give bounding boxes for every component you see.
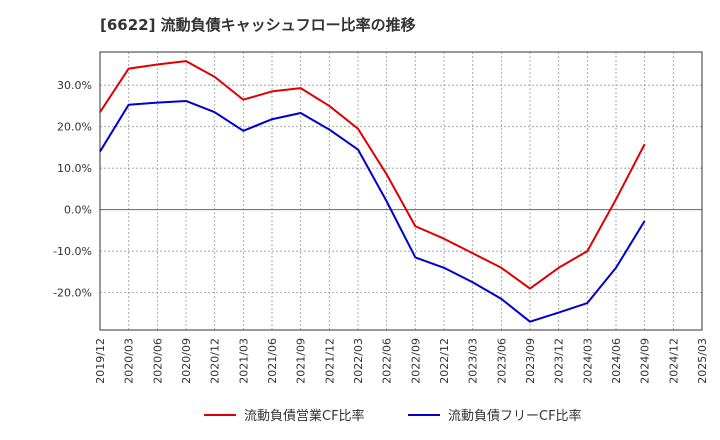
y-tick-label: 10.0% (57, 162, 92, 175)
x-tick-label: 2023/03 (467, 338, 480, 384)
x-tick-label: 2022/06 (381, 338, 394, 384)
x-tick-label: 2023/12 (553, 338, 566, 384)
x-tick-label: 2020/06 (151, 338, 164, 384)
chart-title: [6622] 流動負債キャッシュフロー比率の推移 (100, 16, 416, 34)
x-tick-label: 2025/03 (696, 338, 709, 384)
x-tick-label: 2024/06 (610, 338, 623, 384)
x-tick-label: 2021/09 (295, 338, 308, 384)
series-line-operating (99, 60, 646, 290)
x-tick-label: 2021/06 (266, 338, 279, 384)
x-tick-label: 2024/03 (581, 338, 594, 384)
series-line-free (99, 99, 646, 323)
x-tick-label: 2022/03 (352, 338, 365, 384)
y-tick-label: 20.0% (57, 121, 92, 134)
x-tick-label: 2021/03 (237, 338, 250, 384)
legend-label: 流動負債フリーCF比率 (448, 408, 582, 424)
x-tick-label: 2020/03 (123, 338, 136, 384)
x-tick-label: 2023/06 (495, 338, 508, 384)
x-tick-label: 2023/09 (524, 338, 537, 384)
plot-frame (99, 51, 703, 331)
x-tick-label: 2024/09 (639, 338, 652, 384)
x-tick-label: 2020/12 (209, 338, 222, 384)
x-tick-label: 2024/12 (667, 338, 680, 384)
legend-label: 流動負債営業CF比率 (244, 408, 365, 424)
y-tick-label: -10.0% (53, 245, 92, 258)
y-tick-label: -20.0% (53, 287, 92, 300)
x-tick-label: 2022/12 (438, 338, 451, 384)
y-tick-label: 30.0% (57, 79, 92, 92)
y-tick-label: 0.0% (64, 204, 92, 217)
x-tick-label: 2022/09 (409, 338, 422, 384)
x-tick-label: 2020/09 (180, 338, 193, 384)
x-tick-label: 2021/12 (323, 338, 336, 384)
x-tick-label: 2019/12 (94, 338, 107, 384)
